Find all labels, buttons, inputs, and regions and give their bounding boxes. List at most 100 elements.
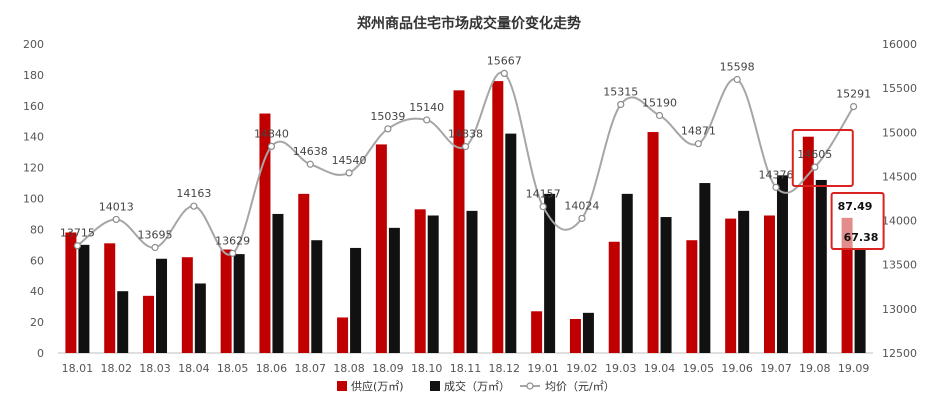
price-data-label: 14376 <box>758 168 793 181</box>
deal-bar <box>854 248 866 353</box>
price-point <box>229 249 237 257</box>
deal-bar <box>776 175 788 353</box>
x-tick-label: 18.04 <box>178 362 210 375</box>
legend-label-supply: 供应(万㎡) <box>351 379 404 393</box>
price-point <box>112 215 120 224</box>
supply-bar <box>802 136 814 353</box>
y-right-tick-label: 16000 <box>882 38 917 51</box>
y-left-tick-label: 60 <box>30 254 44 267</box>
legend: 供应(万㎡) 成交（万㎡） 均价（元/㎡） <box>337 379 615 393</box>
price-point <box>151 243 159 252</box>
deal-bar <box>505 133 517 353</box>
price-data-label: 13629 <box>215 234 250 247</box>
deal-bar <box>815 179 827 353</box>
price-data-label: 14024 <box>564 199 599 212</box>
x-tick-label: 18.06 <box>256 362 288 375</box>
supply-bar <box>686 240 698 353</box>
x-tick-label: 18.12 <box>489 362 521 375</box>
axes: 0 20 40 60 80 100 120 140 160 180 200 12500 13000 135… <box>23 38 917 375</box>
supply-bar <box>492 81 504 353</box>
legend-marker-price <box>526 382 534 390</box>
price-data-label: 14871 <box>681 125 716 138</box>
supply-bar <box>763 215 775 353</box>
price-point <box>655 111 664 120</box>
price-point <box>267 142 276 151</box>
price-point <box>849 102 858 111</box>
y-left-tick-label: 140 <box>23 131 44 144</box>
legend-label-deal: 成交（万㎡） <box>444 379 510 393</box>
price-data-label: 15291 <box>836 88 871 101</box>
x-tick-label: 18.05 <box>217 362 249 375</box>
y-right-tick-label: 15500 <box>882 82 917 95</box>
supply-bar <box>220 249 232 353</box>
price-data-label: 14013 <box>99 200 134 213</box>
bars <box>65 81 866 354</box>
price-point <box>500 69 508 77</box>
highlight-box-1908 <box>791 129 854 187</box>
supply-bar <box>143 295 155 353</box>
deal-bar <box>660 217 672 353</box>
deal-last-note: 67.38 <box>844 231 879 244</box>
x-tick-label: 19.09 <box>838 362 870 375</box>
deal-bar <box>427 215 439 353</box>
price-data-label: 15667 <box>487 54 522 67</box>
supply-bar <box>725 218 737 353</box>
supply-bar <box>337 317 349 353</box>
y-left-tick-label: 200 <box>23 38 44 51</box>
highlight-box-1909 <box>830 192 885 250</box>
x-tick-label: 18.08 <box>333 362 365 375</box>
x-tick-label: 19.07 <box>760 362 792 375</box>
price-point <box>73 242 82 250</box>
deal-bar <box>156 258 168 353</box>
supply-bar <box>531 311 543 353</box>
y-left-tick-label: 180 <box>23 69 44 82</box>
price-data-label: 14840 <box>254 127 289 140</box>
price-point <box>539 203 547 211</box>
deal-bar <box>699 183 711 353</box>
price-data-label: 15190 <box>642 97 677 110</box>
y-right-tick-label: 14000 <box>882 215 917 228</box>
x-tick-label: 19.01 <box>527 362 559 375</box>
price-line <box>73 69 858 257</box>
chart-title: 郑州商品住宅市场成交量价变化走势 <box>357 15 581 32</box>
y-right-tick-label: 15000 <box>882 126 917 139</box>
supply-bar <box>414 209 426 353</box>
x-tick-label: 18.10 <box>411 362 443 375</box>
y-left-tick-label: 40 <box>30 285 44 298</box>
deal-bar <box>78 244 90 353</box>
price-point <box>617 100 625 109</box>
supply-bar <box>104 243 116 353</box>
deal-bar <box>621 193 633 353</box>
price-data-label: 14163 <box>176 187 211 200</box>
y-left-tick-label: 160 <box>23 100 44 113</box>
price-data-label: 14838 <box>448 128 483 141</box>
price-point <box>384 125 392 133</box>
price-data-label: 15140 <box>409 101 444 114</box>
x-tick-label: 18.07 <box>295 362 327 375</box>
price-data-label: 15598 <box>720 60 755 73</box>
deal-bar <box>388 227 400 353</box>
y-right-tick-label: 13000 <box>882 303 917 316</box>
x-tick-label: 18.03 <box>139 362 171 375</box>
price-data-label: 14605 <box>797 148 832 161</box>
legend-label-price: 均价（元/㎡） <box>545 380 615 393</box>
deal-bar <box>272 213 284 353</box>
price-point <box>578 214 586 223</box>
x-tick-label: 19.04 <box>644 362 676 375</box>
y-right-tick-label: 12500 <box>882 347 917 360</box>
price-point <box>190 202 198 210</box>
deal-bar <box>544 193 556 353</box>
x-tick-label: 18.09 <box>372 362 404 375</box>
price-point <box>461 142 470 151</box>
supply-bar <box>298 193 310 353</box>
supply-last-note: 87.49 <box>838 200 873 213</box>
supply-bar <box>569 319 581 353</box>
price-point <box>423 116 431 124</box>
price-data-label: 13695 <box>138 228 173 241</box>
supply-bar <box>841 217 853 353</box>
legend-swatch-supply <box>337 381 347 391</box>
highlights: 87.49 67.38 <box>791 129 885 250</box>
x-tick-label: 19.06 <box>721 362 753 375</box>
y-left-tick-label: 20 <box>30 316 44 329</box>
